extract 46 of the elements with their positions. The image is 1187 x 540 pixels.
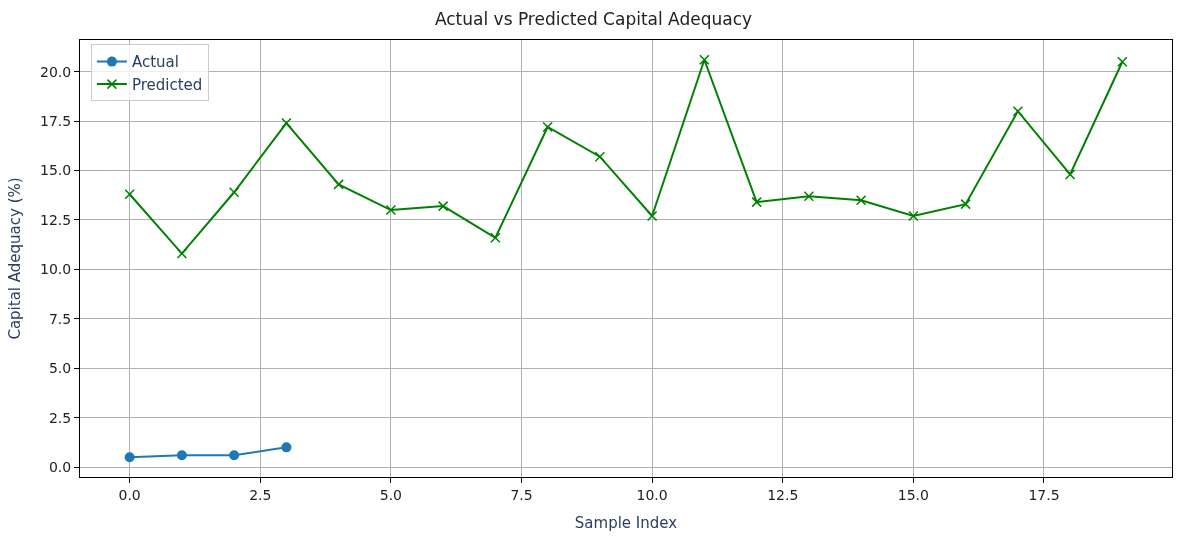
legend-label: Predicted	[131, 75, 203, 94]
point	[176, 450, 187, 461]
y-tick-label: 15.0	[40, 162, 72, 179]
point	[281, 442, 292, 453]
point	[751, 196, 762, 208]
y-tick-label: 10.0	[40, 261, 72, 278]
y-tick-label: 7.5	[48, 310, 72, 327]
legend-label: Actual	[131, 53, 179, 72]
x-tick-label: 5.0	[379, 486, 403, 503]
point	[124, 452, 135, 463]
x-tick-label: 10.0	[636, 486, 668, 503]
y-tick-label: 12.5	[40, 211, 72, 228]
point	[228, 187, 240, 198]
point	[333, 179, 344, 190]
x-tick-label: 17.5	[1028, 486, 1060, 503]
x-axis-title: Sample Index	[574, 513, 678, 532]
point	[803, 190, 815, 202]
point	[1117, 56, 1128, 67]
point	[594, 151, 606, 162]
point	[124, 188, 135, 200]
x-tick-label: 0.0	[118, 486, 141, 503]
y-tick-label: 20.0	[40, 63, 72, 80]
point	[542, 121, 553, 133]
point	[1064, 169, 1076, 180]
y-tick-label: 5.0	[48, 360, 72, 377]
point	[176, 248, 188, 259]
point	[437, 200, 449, 212]
point	[1012, 105, 1024, 117]
point	[646, 210, 658, 222]
y-tick-label: 2.5	[48, 409, 72, 426]
chart-title: Actual vs Predicted Capital Adequacy	[434, 9, 753, 30]
y-tick-label: 0.0	[48, 459, 72, 476]
y-tick-label: 17.5	[40, 112, 72, 129]
point	[281, 117, 292, 129]
point	[855, 194, 867, 206]
x-tick-label: 15.0	[897, 486, 929, 503]
point	[908, 210, 919, 222]
y-axis-title: Capital Adequacy (%)	[6, 177, 25, 340]
point	[385, 204, 397, 216]
point	[699, 54, 710, 66]
point	[960, 198, 971, 210]
point	[490, 232, 501, 243]
x-tick-label: 12.5	[767, 486, 799, 503]
point	[229, 450, 240, 461]
x-tick-label: 2.5	[249, 486, 272, 503]
x-tick-label: 7.5	[510, 486, 533, 503]
